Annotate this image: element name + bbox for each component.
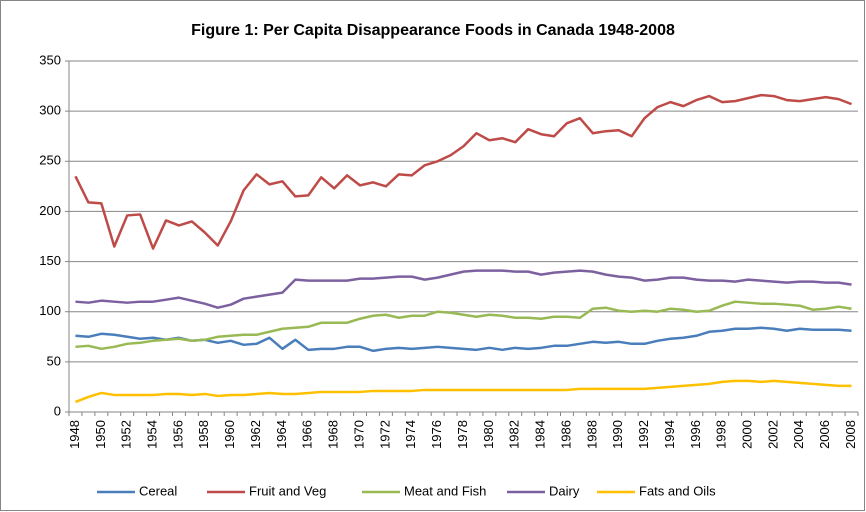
x-tick-label: 1952 [119,420,134,449]
series-line [74,93,852,250]
legend-label: Dairy [549,483,580,498]
x-tick-label: 1962 [248,420,263,449]
chart-title: Figure 1: Per Capita Disappearance Foods… [191,22,675,39]
x-tick-label: 1980 [481,420,496,449]
y-tick-label: 50 [47,353,61,368]
x-tick-label: 2002 [765,420,780,449]
x-tick-label: 1992 [636,420,651,449]
x-tick-label: 1966 [300,420,315,449]
legend-label: Cereal [139,483,177,498]
y-tick-label: 250 [39,153,61,168]
y-tick-label: 300 [39,103,61,118]
x-tick-label: 1972 [377,420,392,449]
x-tick-label: 1970 [351,420,366,449]
x-tick-label: 2006 [817,420,832,449]
y-tick-label: 0 [54,403,61,418]
x-tick-label: 1950 [93,420,108,449]
x-tick-label: 1978 [455,420,470,449]
x-tick-label: 2004 [791,420,806,449]
series-line [75,269,852,309]
x-tick-label: 1960 [222,420,237,449]
x-tick-label: 1990 [610,420,625,449]
x-tick-label: 1988 [584,420,599,449]
x-tick-label: 1986 [558,420,573,449]
x-tick-label: 1994 [662,420,677,449]
x-tick-label: 2000 [739,420,754,449]
y-tick-label: 200 [39,203,61,218]
legend-label: Fruit and Veg [249,483,326,498]
x-tick-label: 1982 [507,420,522,449]
x-tick-label: 1948 [67,420,82,449]
x-tick-label: 1976 [429,420,444,449]
x-tick-label: 1984 [533,420,548,449]
x-tick-label: 1996 [688,420,703,449]
y-tick-label: 100 [39,303,61,318]
x-tick-label: 1956 [170,420,185,449]
x-tick-label: 1954 [145,420,160,449]
series-line [75,300,852,351]
x-tick-label: 2008 [843,420,858,449]
x-tick-label: 1964 [274,420,289,449]
x-tick-label: 1958 [196,420,211,449]
x-tick-label: 1968 [326,420,341,449]
legend-label: Fats and Oils [639,483,716,498]
x-tick-label: 1974 [403,420,418,449]
y-tick-label: 150 [39,253,61,268]
series-line [75,379,852,404]
y-tick-label: 350 [39,52,61,67]
legend-label: Meat and Fish [404,483,486,498]
x-tick-label: 1998 [714,420,729,449]
